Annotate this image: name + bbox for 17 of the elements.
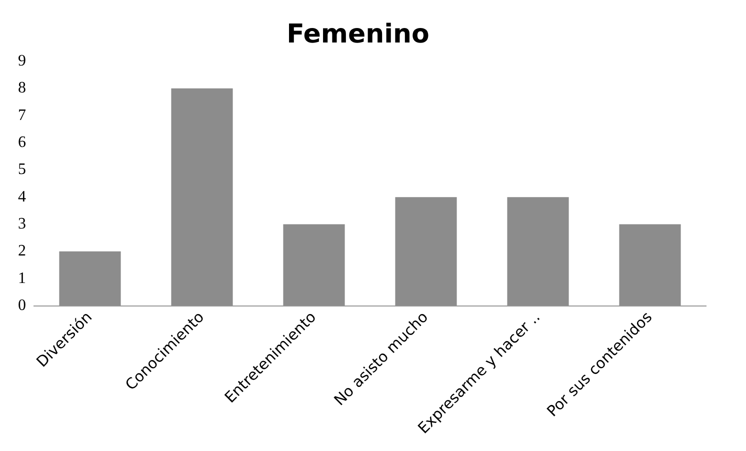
y-tick-label: 6 [18, 134, 26, 151]
y-tick-label: 1 [18, 270, 26, 287]
bar [507, 197, 569, 306]
y-tick-label: 3 [18, 215, 26, 232]
chart-title: Femenino [286, 19, 430, 50]
y-tick-label: 9 [18, 52, 26, 70]
y-tick-label: 0 [18, 296, 26, 314]
bar [171, 88, 233, 306]
y-tick-label: 4 [18, 188, 26, 206]
y-tick-label: 2 [18, 242, 26, 260]
bar [395, 197, 457, 306]
bar [619, 224, 681, 306]
bar [59, 251, 121, 306]
y-tick-label: 7 [18, 106, 26, 124]
bar [283, 224, 345, 306]
y-tick-label: 8 [18, 80, 26, 97]
y-tick-label: 5 [18, 161, 26, 178]
